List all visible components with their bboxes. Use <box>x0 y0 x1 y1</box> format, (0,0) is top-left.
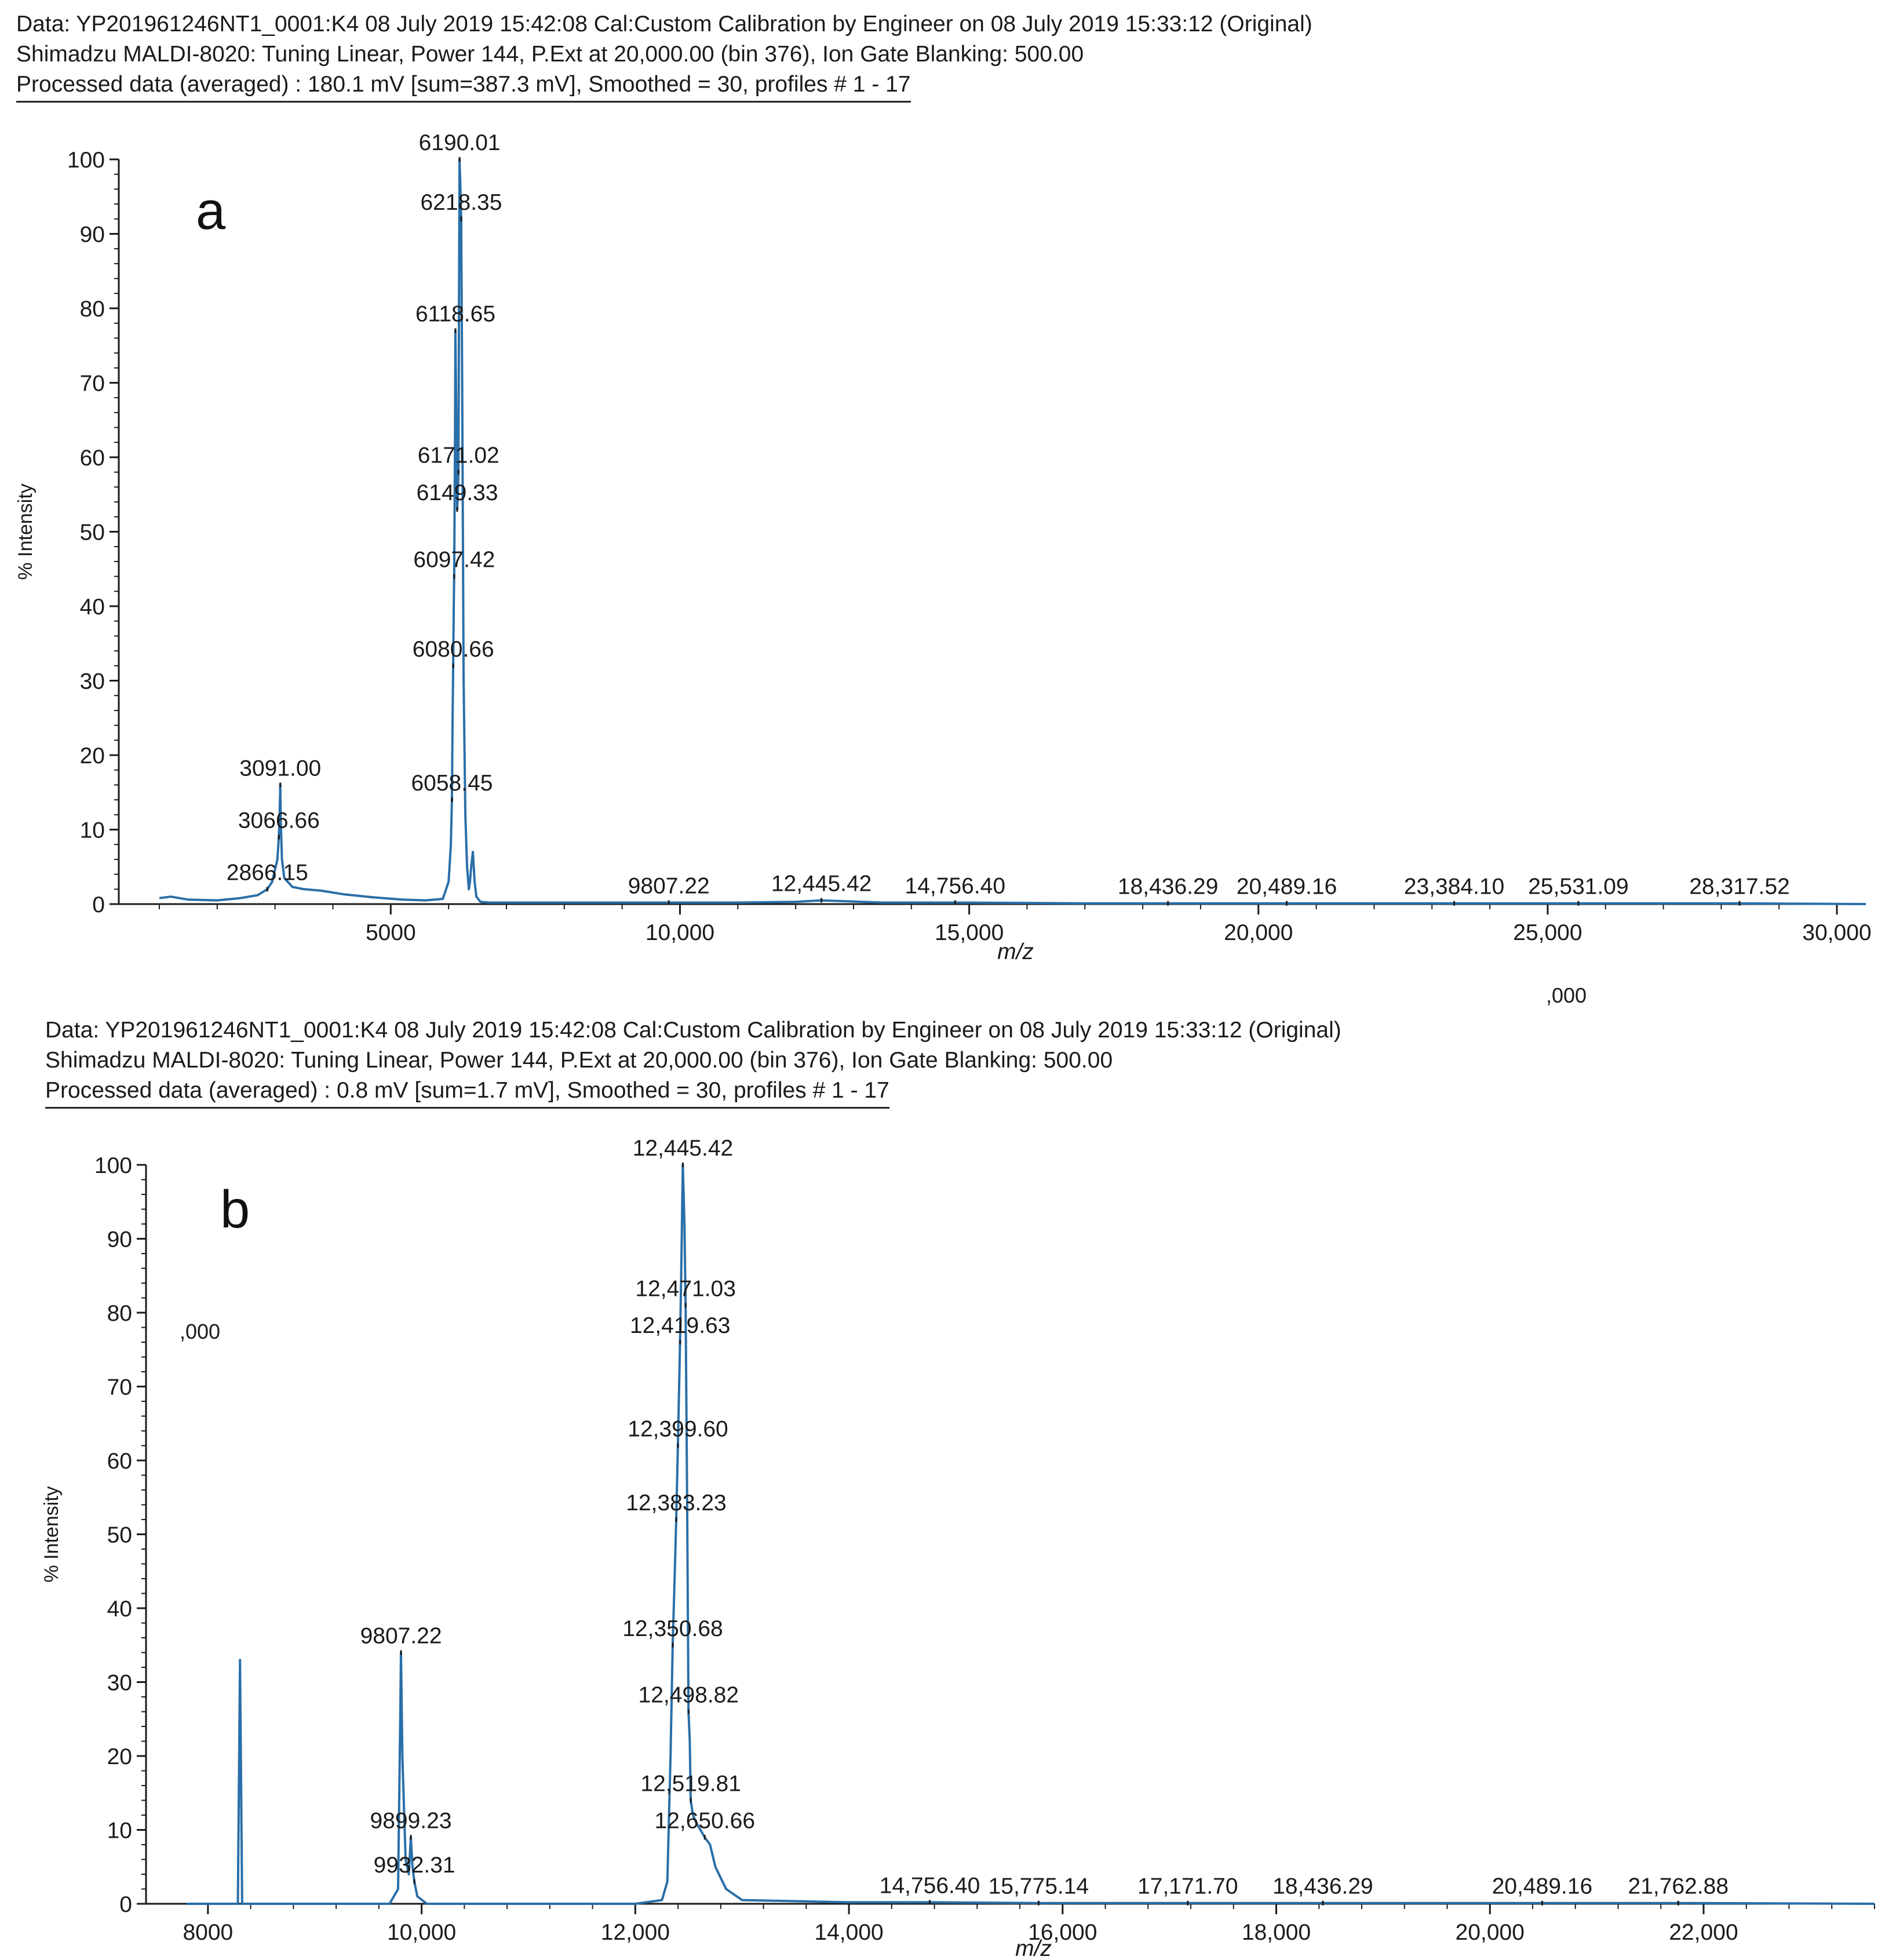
x-tick-label: 10,000 <box>646 920 714 945</box>
peak-label: 6218.35 <box>420 190 502 215</box>
peak-label: 15,775.14 <box>989 1874 1089 1899</box>
peak-label: 6171.02 <box>418 443 499 468</box>
peak-label: 12,519.81 <box>640 1772 741 1797</box>
x-tick-label: 14,000 <box>814 1920 883 1945</box>
stray-text: ,000 <box>1546 983 1587 1007</box>
x-tick-label: 16,000 <box>1028 1920 1097 1945</box>
x-axis-title: m/z <box>997 939 1034 964</box>
header-panel-b: Data: YP201961246NT1_0001:K4 08 July 201… <box>45 1015 1341 1109</box>
peak-label: 18,436.29 <box>1118 875 1219 899</box>
peak-label: 6097.42 <box>413 548 495 573</box>
y-tick-label: 70 <box>107 1375 132 1400</box>
x-axis-title: m/z <box>1015 1936 1052 1960</box>
x-tick-label: 25,000 <box>1513 920 1582 945</box>
peak-label: 6058.45 <box>411 771 493 796</box>
peak-label: 9807.22 <box>628 873 710 898</box>
peak-label: 14,756.40 <box>880 1873 980 1898</box>
y-tick-label: 90 <box>107 1227 132 1252</box>
y-tick-label: 30 <box>107 1671 132 1696</box>
peak-label: 20,489.16 <box>1492 1874 1593 1899</box>
peak-label: 12,399.60 <box>628 1417 728 1442</box>
y-tick-label: 90 <box>80 223 105 247</box>
x-tick-label: 12,000 <box>601 1920 670 1945</box>
peak-label: 9932.31 <box>374 1853 455 1878</box>
y-tick-label: 60 <box>80 446 105 471</box>
instrument-line-a: Shimadzu MALDI-8020: Tuning Linear, Powe… <box>16 42 1084 67</box>
y-tick-label: 80 <box>107 1301 132 1326</box>
x-tick-label: 20,000 <box>1456 1920 1525 1945</box>
peak-label: 6190.01 <box>419 130 501 155</box>
y-tick-label: 80 <box>80 297 105 322</box>
y-tick-label: 50 <box>80 520 105 545</box>
panel-letter-b: b <box>220 1180 250 1239</box>
y-tick-label: 40 <box>80 595 105 620</box>
peak-label: 2866.15 <box>227 860 308 885</box>
peak-label: 28,317.52 <box>1689 875 1790 899</box>
peak-label: 6118.65 <box>415 302 495 327</box>
y-tick-label: 40 <box>107 1597 132 1622</box>
stray-text: ,000 <box>180 1320 220 1343</box>
peak-label: 14,756.40 <box>905 873 1006 898</box>
peak-label: 18,436.29 <box>1272 1874 1373 1899</box>
data-info-line-a: Data: YP201961246NT1_0001:K4 08 July 201… <box>16 12 1312 37</box>
peak-label: 12,445.42 <box>771 872 872 897</box>
peak-label: 12,498.82 <box>639 1683 739 1708</box>
x-tick-label: 18,000 <box>1242 1920 1311 1945</box>
peak-label: 9807.22 <box>360 1624 442 1649</box>
y-tick-label: 20 <box>107 1744 132 1769</box>
peak-label: 6149.33 <box>417 480 498 505</box>
x-tick-label: 5000 <box>366 920 416 945</box>
peak-label: 9899.23 <box>370 1808 452 1833</box>
x-tick-label: 30,000 <box>1802 920 1871 945</box>
peak-label: 3091.00 <box>239 756 321 781</box>
y-tick-label: 0 <box>119 1892 132 1917</box>
y-tick-label: 50 <box>107 1523 132 1548</box>
x-tick-label: 22,000 <box>1669 1920 1738 1945</box>
panel-letter-a: a <box>196 181 226 241</box>
peak-label: 25,531.09 <box>1528 875 1629 899</box>
peak-label: 12,445.42 <box>633 1136 734 1161</box>
peak-label: 23,384.10 <box>1404 875 1505 899</box>
y-tick-label: 60 <box>107 1449 132 1474</box>
y-axis-title: % Intensity <box>14 483 37 580</box>
peak-label: 21,762.88 <box>1628 1874 1729 1899</box>
y-tick-label: 30 <box>80 669 105 694</box>
peak-label: 20,489.16 <box>1237 875 1337 899</box>
y-tick-label: 10 <box>107 1819 132 1844</box>
y-tick-label: 10 <box>80 818 105 843</box>
header-panel-a: Data: YP201961246NT1_0001:K4 08 July 201… <box>16 9 1312 103</box>
peak-label: 3066.66 <box>238 808 320 833</box>
peak-label: 12,383.23 <box>626 1491 727 1515</box>
chart-panel-a: 0 10 20 30 40 50 60 70 80 90 100 5000 10,000 15,000 20… <box>14 130 1872 1007</box>
processed-line-b: Processed data (averaged) : 0.8 mV [sum=… <box>45 1076 889 1109</box>
instrument-line-b: Shimadzu MALDI-8020: Tuning Linear, Powe… <box>45 1048 1113 1073</box>
x-tick-label: 10,000 <box>387 1920 456 1945</box>
peak-label: 12,650.66 <box>655 1808 756 1833</box>
y-tick-label: 100 <box>67 148 105 173</box>
x-tick-label: 8000 <box>183 1920 233 1945</box>
y-tick-label: 20 <box>80 744 105 768</box>
processed-line-a: Processed data (averaged) : 180.1 mV [su… <box>16 70 911 103</box>
peak-label: 12,419.63 <box>630 1313 731 1338</box>
y-tick-label: 70 <box>80 371 105 396</box>
peak-label: 12,471.03 <box>635 1276 736 1301</box>
peak-label: 17,171.70 <box>1137 1874 1238 1899</box>
spectrum-line <box>159 158 1866 905</box>
y-axis-title: % Intensity <box>41 1486 63 1582</box>
y-tick-label: 0 <box>92 892 105 917</box>
spectrum-line <box>187 1164 1875 1905</box>
x-tick-label: 20,000 <box>1224 920 1293 945</box>
peak-label: 6080.66 <box>413 637 494 662</box>
x-tick-label: 15,000 <box>935 920 1004 945</box>
chart-panel-b: 0 10 20 30 40 50 60 70 80 90 100 8000 10,000 12,000 14… <box>41 1136 1875 1960</box>
peak-label: 12,350.68 <box>622 1616 723 1641</box>
data-info-line-b: Data: YP201961246NT1_0001:K4 08 July 201… <box>45 1018 1341 1043</box>
y-tick-label: 100 <box>94 1153 132 1178</box>
